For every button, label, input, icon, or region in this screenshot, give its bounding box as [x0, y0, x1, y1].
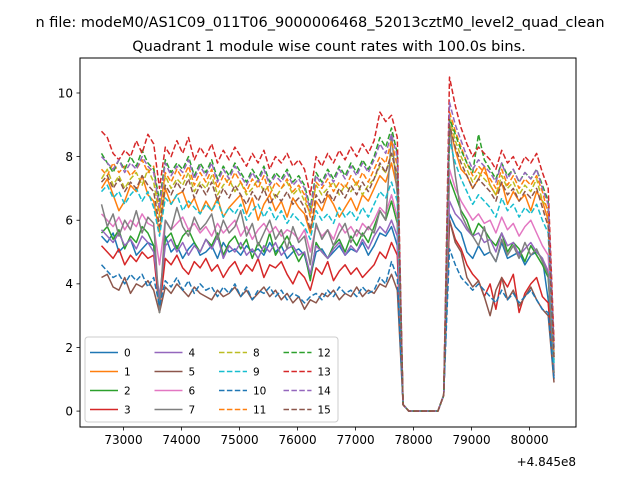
legend-label-13: 13	[318, 366, 331, 378]
legend-label-5: 5	[189, 366, 196, 378]
legend-label-11: 11	[253, 404, 266, 416]
legend-label-9: 9	[253, 366, 260, 378]
chart-title: Quadrant 1 module wise count rates with …	[132, 39, 526, 55]
series-line-7	[100, 124, 555, 412]
series-line-8	[100, 117, 555, 412]
y-tick-label: 2	[65, 341, 73, 355]
y-tick-label: 8	[65, 150, 73, 164]
x-tick-label: 75000	[220, 433, 258, 447]
figure-suptitle: n file: modeM0/AS1C09_011T06_9000006468_…	[35, 15, 604, 31]
series-line-12	[100, 117, 555, 412]
legend-frame	[84, 336, 339, 423]
y-tick-label: 6	[65, 214, 73, 228]
x-axis: 73000 74000 75000 76000 77000 78000 79000 80000	[104, 427, 549, 447]
x-tick-label: 78000	[394, 433, 432, 447]
plot-frame	[79, 57, 577, 428]
legend-label-15: 15	[318, 404, 331, 416]
series-line-11	[100, 111, 555, 412]
legend-label-12: 12	[318, 347, 331, 359]
legend-label-3: 3	[124, 404, 131, 416]
x-offset-label: +4.845e8	[517, 455, 576, 469]
series-line-4	[100, 200, 555, 412]
legend-label-4: 4	[189, 347, 196, 359]
x-tick-label: 73000	[104, 433, 142, 447]
y-tick-label: 10	[58, 86, 73, 100]
series-line-9	[100, 139, 555, 412]
legend-label-14: 14	[318, 385, 332, 397]
x-tick-label: 79000	[452, 433, 490, 447]
legend-label-7: 7	[189, 404, 196, 416]
series-layer	[100, 76, 555, 412]
series-line-10	[100, 248, 555, 412]
legend-label-0: 0	[124, 347, 131, 359]
y-tick-label: 4	[65, 277, 73, 291]
series-line-15	[100, 124, 555, 412]
legend-label-8: 8	[253, 347, 260, 359]
legend-label-10: 10	[253, 385, 266, 397]
legend-label-1: 1	[124, 366, 131, 378]
series-line-14	[100, 101, 555, 412]
legend-label-6: 6	[189, 385, 196, 397]
series-line-5	[101, 219, 555, 412]
series-line-13	[100, 76, 555, 412]
x-tick-label: 76000	[278, 433, 316, 447]
x-tick-label: 80000	[510, 433, 548, 447]
legend-label-2: 2	[124, 385, 131, 397]
y-axis: 0 2 4 6 8 10	[58, 86, 80, 418]
y-tick-label: 0	[65, 404, 73, 418]
x-tick-label: 77000	[336, 433, 374, 447]
x-tick-label: 74000	[162, 433, 200, 447]
